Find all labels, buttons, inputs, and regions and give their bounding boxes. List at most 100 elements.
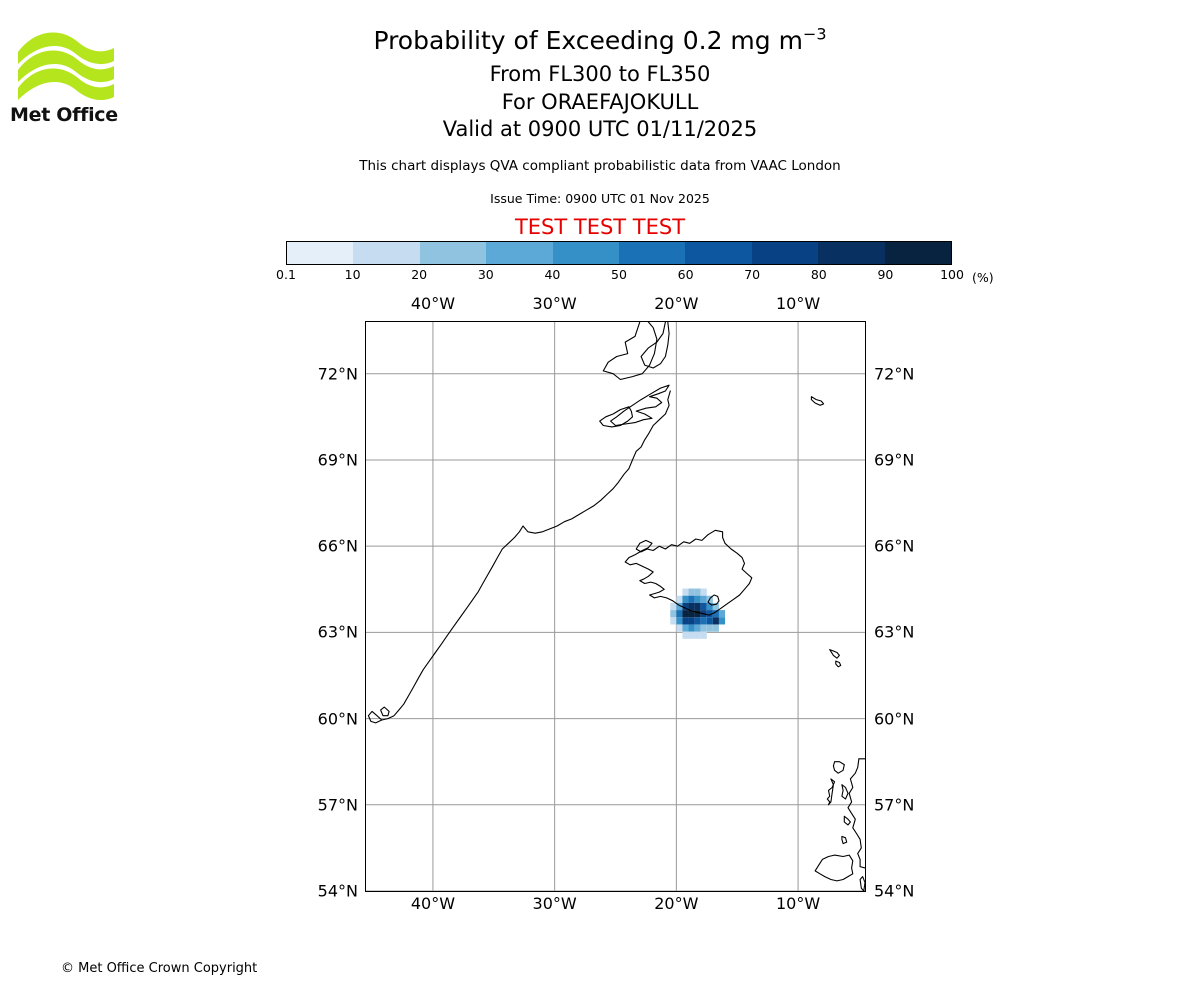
coastline-iceland — [624, 529, 753, 616]
lat-label-right-72°N: 72°N — [874, 364, 915, 384]
colorbar-segment-8 — [818, 242, 885, 264]
coastline-greenland-tip — [367, 710, 383, 724]
ash-cell-27 — [670, 617, 677, 625]
lon-label-top-40°W: 40°W — [410, 294, 456, 313]
ash-cell-12 — [682, 602, 689, 611]
qva-compliance-note: This chart displays QVA compliant probab… — [359, 158, 841, 174]
volcano-name-line: For ORAEFAJOKULL — [501, 90, 699, 114]
colorbar-segment-6 — [685, 242, 752, 264]
ash-cell-29 — [682, 617, 689, 625]
coastline-greenland-coast-south — [381, 390, 671, 721]
logo-wave-band-3 — [18, 68, 114, 101]
met-office-logo-text: Met Office — [10, 104, 118, 126]
colorbar-tick-labels: 0.1 10 20 30 40 50 60 70 80 90 100 — [276, 267, 964, 285]
lon-label-bottom-10°W: 10°W — [775, 894, 821, 913]
ash-cell-0 — [682, 588, 689, 596]
lon-label-bottom-30°W: 30°W — [532, 894, 577, 913]
flight-level-range: From FL300 to FL350 — [489, 62, 711, 86]
ash-cell-7 — [694, 595, 701, 603]
coastline-greenland-scoresby — [610, 384, 670, 427]
coastline-skye — [841, 784, 849, 800]
ash-cell-34 — [712, 617, 719, 625]
ash-cell-31 — [694, 617, 701, 625]
coastline-greenland-east-coast — [602, 322, 658, 381]
ash-cell-33 — [706, 617, 713, 625]
ash-cell-32 — [700, 617, 707, 625]
coastline-faroe-2 — [835, 660, 842, 668]
met-office-logo: Met Office — [10, 18, 120, 126]
ash-cell-26 — [718, 610, 726, 618]
ash-cell-3 — [700, 588, 707, 596]
lat-label-left-54°N: 54°N — [317, 881, 358, 901]
lon-label-bottom-40°W: 40°W — [410, 894, 456, 913]
colorbar-segment-0 — [287, 242, 354, 264]
colorbar-tick-20: 20 — [411, 267, 428, 282]
ash-cell-11 — [676, 602, 683, 611]
coastline-scotland-mainland — [858, 758, 865, 869]
coastline-scotland-west — [847, 758, 862, 868]
coastline-greenland-scoresby-inner — [599, 406, 634, 428]
colorbar-segment-7 — [751, 242, 819, 264]
ash-cell-13 — [688, 602, 695, 611]
ash-cell-21 — [688, 610, 695, 618]
colorbar-tick-0.1: 0.1 — [276, 267, 296, 282]
lat-label-right-54°N: 54°N — [874, 881, 915, 901]
ash-cell-38 — [688, 624, 695, 632]
ash-cell-39 — [694, 624, 701, 632]
ash-cell-5 — [682, 595, 689, 603]
coastline-greenland-south-detail — [380, 706, 390, 717]
ash-cell-25 — [712, 610, 719, 618]
colorbar-tick-30: 30 — [477, 267, 494, 282]
ash-cell-18 — [670, 610, 677, 618]
ash-cell-20 — [682, 610, 689, 618]
colorbar-segment-3 — [486, 242, 553, 264]
ash-cell-35 — [718, 617, 726, 625]
chart-title-text: Probability of Exceeding 0.2 mg m — [373, 26, 803, 55]
ash-cell-4 — [676, 595, 683, 603]
coastline-ireland-north — [814, 854, 854, 882]
colorbar-tick-60: 60 — [677, 267, 694, 282]
logo-wave-band-1 — [18, 32, 114, 65]
lat-label-right-57°N: 57°N — [874, 795, 915, 815]
lat-label-right-66°N: 66°N — [874, 536, 915, 556]
ash-cell-46 — [700, 631, 707, 639]
coastline-outer-hebrides-s — [826, 778, 836, 806]
ash-cell-17 — [712, 602, 719, 611]
chart-title-exponent: −3 — [802, 24, 827, 44]
lat-label-left-60°N: 60°N — [317, 709, 358, 729]
ash-cell-44 — [688, 631, 695, 639]
ash-cell-24 — [706, 610, 713, 618]
colorbar-tick-10: 10 — [344, 267, 361, 282]
map-gridlines — [366, 322, 865, 891]
colorbar-segment-1 — [353, 242, 420, 264]
colorbar-segment-5 — [619, 242, 686, 264]
ash-cell-28 — [676, 617, 683, 625]
lat-label-left-66°N: 66°N — [317, 536, 358, 556]
lat-label-right-63°N: 63°N — [874, 622, 915, 642]
coastline-norway-sw — [859, 876, 865, 891]
ash-cell-15 — [700, 602, 707, 611]
ash-cell-37 — [682, 624, 689, 632]
lon-label-bottom-20°W: 20°W — [654, 894, 699, 913]
coastline-islay — [841, 835, 848, 845]
ash-cell-41 — [706, 624, 713, 632]
coastline-jan-mayen — [810, 396, 825, 406]
coastline-greenland-fjord-north — [640, 322, 670, 369]
logo-wave-band-2 — [18, 50, 114, 83]
ash-cell-45 — [694, 631, 701, 639]
coastline-outer-hebrides-n — [832, 761, 845, 774]
ash-cell-14 — [694, 602, 701, 611]
colorbar-units-label: (%) — [972, 270, 994, 285]
ash-cell-16 — [706, 602, 713, 611]
colorbar-tick-40: 40 — [544, 267, 561, 282]
colorbar-tick-100: 100 — [940, 267, 964, 282]
chart-title: Probability of Exceeding 0.2 mg m−3 — [0, 26, 1200, 55]
lon-label-top-30°W: 30°W — [532, 294, 577, 313]
lat-label-left-63°N: 63°N — [317, 622, 358, 642]
lat-label-left-69°N: 69°N — [317, 450, 358, 470]
ash-cell-19 — [676, 610, 683, 618]
met-office-wave-icon — [18, 32, 114, 101]
ash-cell-6 — [688, 595, 695, 603]
colorbar-segment-9 — [884, 242, 952, 264]
